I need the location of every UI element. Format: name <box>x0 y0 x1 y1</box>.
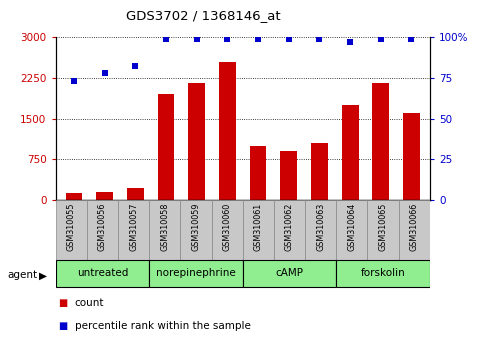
Bar <box>66 194 83 200</box>
Bar <box>87 200 118 260</box>
Point <box>101 70 109 76</box>
Point <box>131 64 139 69</box>
Point <box>162 36 170 42</box>
Bar <box>403 113 420 200</box>
Text: GSM310060: GSM310060 <box>223 202 232 251</box>
Bar <box>368 200 398 260</box>
Text: ■: ■ <box>58 298 67 308</box>
Bar <box>274 200 305 260</box>
Bar <box>219 62 236 200</box>
Bar <box>56 200 87 260</box>
Text: ▶: ▶ <box>39 270 46 280</box>
Bar <box>149 200 180 260</box>
Bar <box>188 83 205 200</box>
Text: norepinephrine: norepinephrine <box>156 268 236 278</box>
Bar <box>118 200 149 260</box>
Bar <box>336 260 430 287</box>
Text: GSM310057: GSM310057 <box>129 202 138 251</box>
Point <box>224 36 231 42</box>
Text: forskolin: forskolin <box>361 268 405 278</box>
Text: GSM310058: GSM310058 <box>160 202 169 251</box>
Point <box>285 36 293 42</box>
Bar <box>56 260 149 287</box>
Bar <box>243 200 274 260</box>
Point <box>254 36 262 42</box>
Bar <box>212 200 243 260</box>
Text: percentile rank within the sample: percentile rank within the sample <box>75 321 251 331</box>
Bar <box>398 200 430 260</box>
Bar <box>180 200 212 260</box>
Text: GSM310065: GSM310065 <box>379 202 387 251</box>
Text: GDS3702 / 1368146_at: GDS3702 / 1368146_at <box>126 9 280 22</box>
Text: count: count <box>75 298 104 308</box>
Text: GSM310056: GSM310056 <box>98 202 107 251</box>
Point <box>408 36 415 42</box>
Bar <box>157 94 174 200</box>
Bar <box>250 146 267 200</box>
Bar <box>341 105 358 200</box>
Bar <box>149 260 243 287</box>
Bar <box>336 200 368 260</box>
Text: GSM310059: GSM310059 <box>191 202 200 251</box>
Text: GSM310062: GSM310062 <box>285 202 294 251</box>
Point <box>193 36 200 42</box>
Text: GSM310061: GSM310061 <box>254 202 263 251</box>
Point <box>377 36 384 42</box>
Bar <box>305 200 336 260</box>
Text: ■: ■ <box>58 321 67 331</box>
Bar <box>127 188 144 200</box>
Bar <box>311 143 328 200</box>
Text: untreated: untreated <box>77 268 128 278</box>
Point <box>315 36 323 42</box>
Bar <box>96 192 113 200</box>
Text: agent: agent <box>7 270 37 280</box>
Bar <box>243 260 336 287</box>
Text: cAMP: cAMP <box>275 268 303 278</box>
Point <box>70 78 78 84</box>
Text: GSM310066: GSM310066 <box>410 202 419 251</box>
Bar <box>280 151 297 200</box>
Text: GSM310063: GSM310063 <box>316 202 325 251</box>
Text: GSM310055: GSM310055 <box>67 202 76 251</box>
Bar <box>372 83 389 200</box>
Point <box>346 39 354 45</box>
Text: GSM310064: GSM310064 <box>347 202 356 251</box>
